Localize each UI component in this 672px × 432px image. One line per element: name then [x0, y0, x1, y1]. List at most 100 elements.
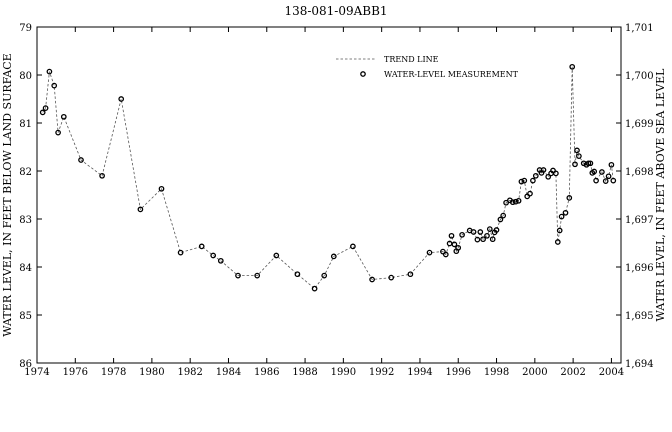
measurement-point — [455, 244, 462, 251]
measurement-point — [518, 178, 525, 185]
measurement-point — [556, 227, 563, 234]
measurement-point — [477, 229, 484, 235]
left-y-tick-label: 82 — [19, 167, 32, 178]
right-y-axis: 1,701 1,700 1,699 1,698 1,697 1,696 1,695 1,694 — [616, 23, 654, 370]
measurement-point — [480, 236, 486, 243]
measurement-point — [311, 285, 318, 292]
measurement-point — [608, 161, 615, 168]
measurement-point — [118, 96, 125, 102]
x-tick-label: 2004 — [599, 367, 624, 378]
measurement-point — [493, 227, 500, 233]
right-y-tick-label: 1,697 — [625, 215, 654, 226]
measurement-point — [530, 177, 536, 184]
measurement-point — [509, 199, 516, 206]
measurement-point — [591, 168, 598, 175]
left-y-axis: 79 80 81 82 83 84 85 86 — [19, 23, 42, 370]
x-tick-label: 1976 — [63, 367, 88, 378]
measurement-point — [350, 243, 356, 250]
x-tick-label: 1986 — [254, 367, 279, 378]
x-tick-label: 2000 — [522, 367, 547, 378]
legend: TREND LINE WATER-LEVEL MEASUREMENT — [336, 55, 519, 79]
x-tick-label: 1996 — [446, 367, 471, 378]
measurement-point — [532, 172, 539, 179]
measurement-point — [599, 169, 605, 175]
measurement-point — [42, 105, 49, 111]
trend-line — [42, 66, 614, 290]
measurement-point — [99, 172, 105, 179]
measurement-point — [235, 272, 241, 279]
measurement-point — [489, 236, 496, 243]
measurement-point — [210, 252, 217, 259]
measurement-marker-layer — [39, 63, 617, 292]
measurement-point — [78, 157, 84, 163]
left-y-tick-label: 80 — [19, 71, 32, 82]
measurement-point — [558, 213, 565, 220]
measurement-point — [486, 226, 493, 232]
x-tick-label: 1980 — [139, 367, 164, 378]
measurement-point — [474, 236, 481, 243]
measurement-point — [587, 160, 594, 167]
left-y-tick-label: 81 — [19, 119, 32, 130]
measurement-point — [426, 249, 433, 256]
legend-trend-line-label: TREND LINE — [384, 55, 439, 64]
x-axis: 1974 1976 1978 1980 1982 1984 1986 1988 1990 1992… — [24, 27, 624, 378]
x-tick-label: 1988 — [292, 367, 317, 378]
measurement-point — [503, 199, 509, 206]
measurement-point — [330, 253, 337, 260]
chart-title: 138-081-09ABB1 — [284, 4, 387, 18]
plot-frame — [36, 26, 622, 364]
measurement-point — [448, 232, 455, 239]
right-y-tick-label: 1,699 — [625, 119, 654, 130]
x-tick-label: 2002 — [560, 367, 585, 378]
measurement-point — [198, 243, 205, 250]
measurement-point — [610, 177, 617, 184]
right-y-tick-label: 1,698 — [625, 167, 654, 178]
measurement-point — [369, 276, 375, 283]
measurement-point — [512, 198, 519, 205]
measurement-point — [593, 177, 599, 184]
right-y-axis-title: WATER LEVEL, IN FEET ABOVE SEA LEVEL — [654, 68, 667, 322]
measurement-point — [55, 129, 61, 136]
left-y-tick-label: 83 — [19, 215, 32, 226]
right-y-tick-label: 1,695 — [625, 311, 654, 322]
measurement-point — [605, 173, 612, 180]
trend-line-layer — [42, 66, 614, 290]
measurement-point — [158, 185, 165, 192]
measurement-point — [574, 147, 580, 154]
measurement-point — [273, 252, 280, 259]
right-y-tick-label: 1,701 — [625, 23, 654, 34]
measurement-point — [294, 271, 301, 278]
measurement-point — [515, 197, 522, 204]
measurement-point — [550, 167, 556, 174]
x-tick-label: 1974 — [24, 367, 49, 378]
measurement-point — [527, 190, 533, 197]
right-y-tick-label: 1,700 — [625, 71, 654, 82]
measurement-point — [545, 173, 552, 180]
measurement-point — [576, 153, 582, 159]
measurement-point — [585, 160, 592, 167]
left-y-tick-label: 86 — [19, 359, 32, 370]
measurement-point — [442, 251, 449, 258]
right-y-tick-label: 1,696 — [625, 263, 654, 274]
measurement-point — [459, 231, 465, 238]
measurement-point — [540, 167, 547, 173]
x-tick-label: 1982 — [177, 367, 202, 378]
measurement-point — [388, 274, 395, 281]
measurement-point — [321, 272, 328, 279]
measurement-point — [562, 209, 569, 216]
measurement-point — [566, 195, 573, 201]
x-tick-label: 1984 — [216, 367, 241, 378]
legend-measurement-label: WATER-LEVEL MEASUREMENT — [384, 70, 519, 79]
left-y-tick-label: 85 — [19, 311, 32, 322]
measurement-point — [407, 271, 414, 278]
x-tick-label: 1998 — [484, 367, 509, 378]
measurement-point — [470, 229, 477, 235]
measurement-point — [524, 193, 531, 200]
measurement-point — [217, 257, 224, 264]
measurement-point — [137, 206, 144, 213]
measurement-point — [60, 113, 67, 120]
measurement-point — [177, 249, 184, 256]
x-tick-label: 1978 — [101, 367, 126, 378]
